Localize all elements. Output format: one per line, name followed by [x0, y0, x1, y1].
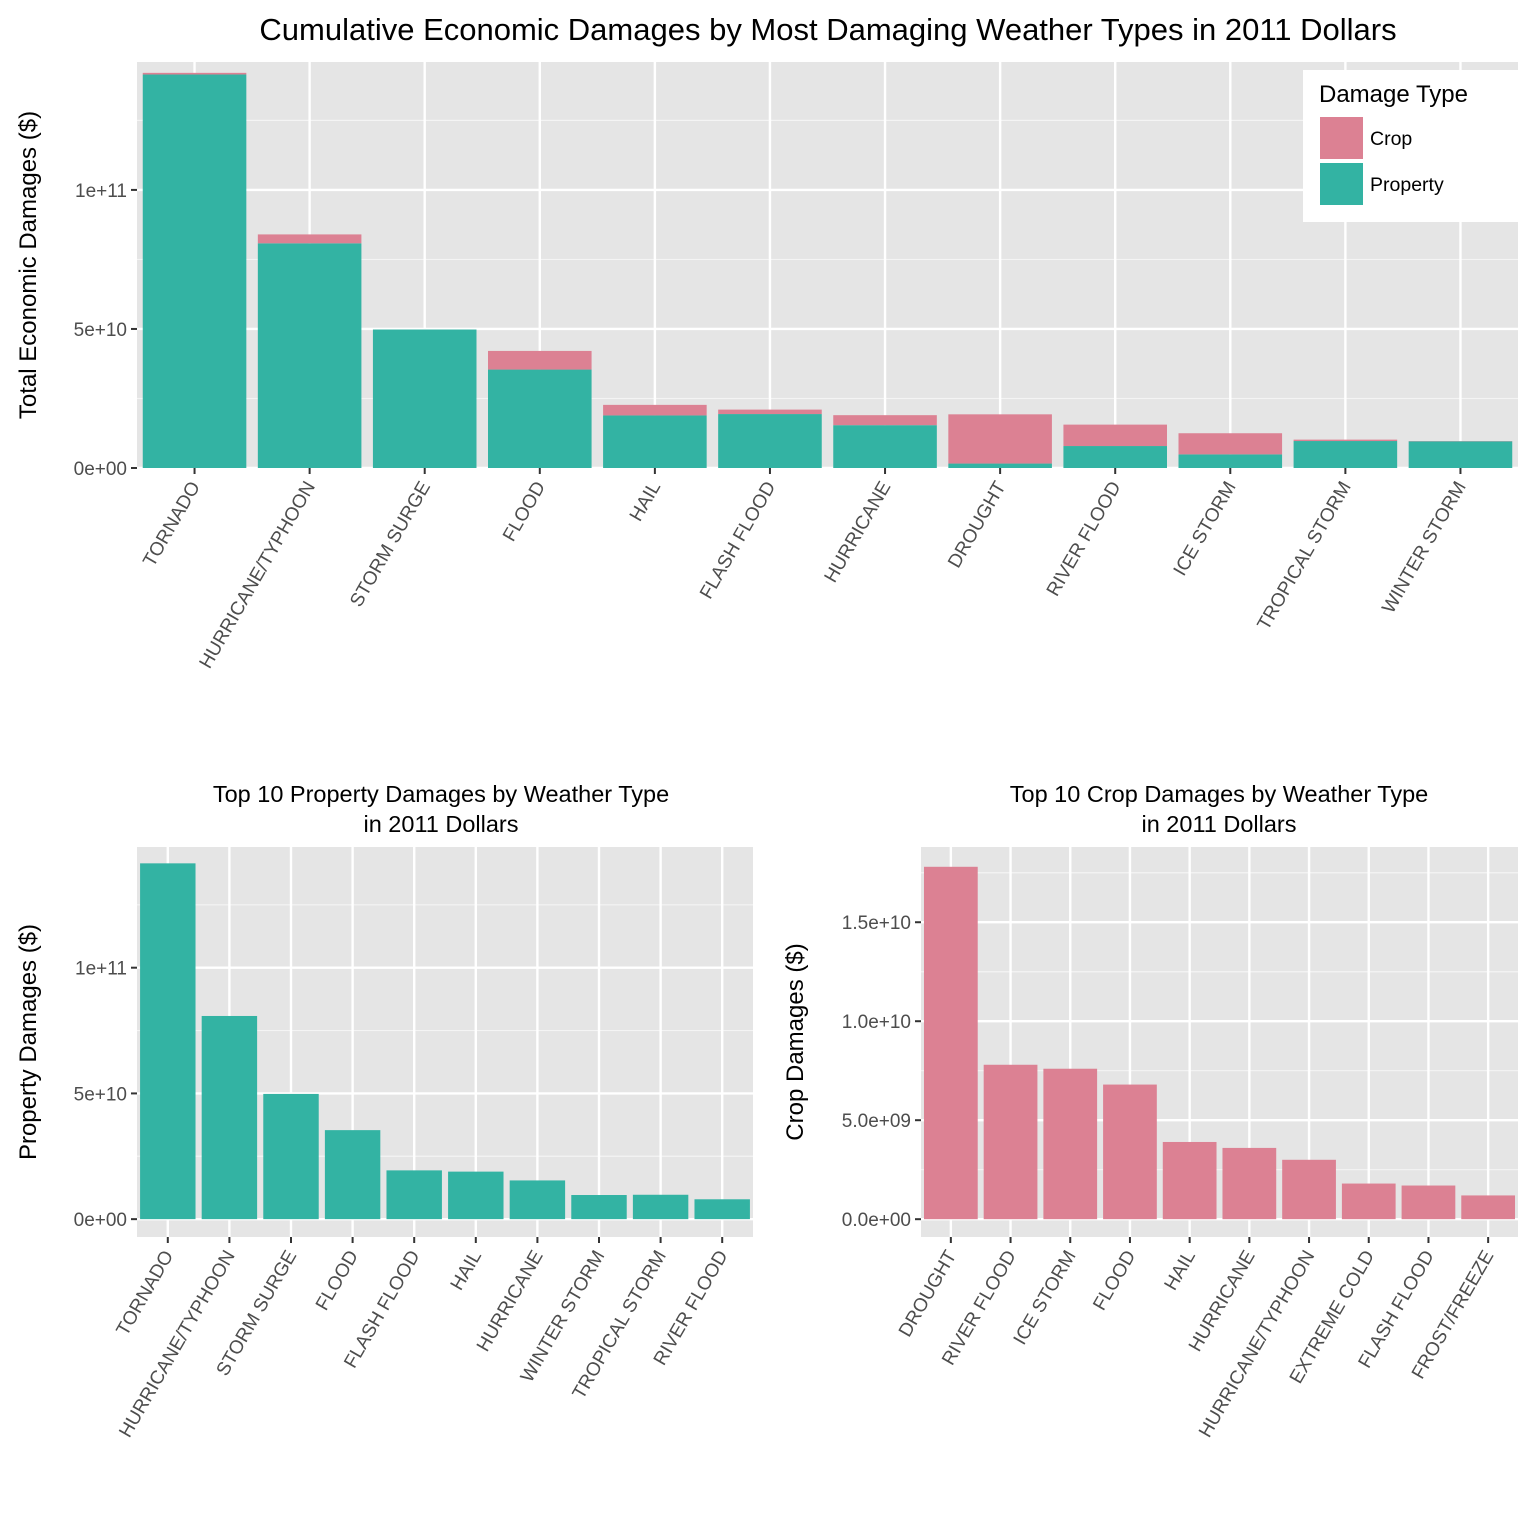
x-tick-label: HURRICANE — [473, 1247, 548, 1355]
bar — [1103, 1084, 1157, 1220]
x-tick-label: TORNADO — [113, 1247, 179, 1339]
bar — [632, 1194, 689, 1220]
bar-crop — [718, 409, 822, 415]
bar-property — [142, 74, 247, 468]
x-tick-label: TROPICAL STORM — [1254, 478, 1356, 634]
chart-title-line: in 2011 Dollars — [363, 811, 518, 837]
bar — [201, 1015, 258, 1220]
chart-title: Top 10 Crop Damages by Weather Type — [1010, 781, 1428, 807]
bar-property — [833, 425, 937, 468]
x-tick-label: STORM SURGE — [346, 478, 435, 611]
y-tick-label: 1e+11 — [75, 181, 127, 202]
y-tick-label: 1.0e+10 — [842, 1012, 911, 1033]
bar-property — [1293, 441, 1398, 468]
bar — [983, 1064, 1038, 1220]
bar — [386, 1170, 442, 1220]
bar — [509, 1180, 566, 1220]
y-axis-title: Total Economic Damages ($) — [15, 111, 42, 419]
bar — [1401, 1185, 1456, 1220]
bar — [263, 1093, 319, 1220]
bar — [1162, 1141, 1217, 1220]
bar — [694, 1199, 750, 1220]
legend-label: Crop — [1370, 128, 1412, 150]
x-tick-label: HAIL — [626, 478, 665, 525]
bar-property — [257, 243, 362, 468]
y-tick-label: 5.0e+09 — [842, 1111, 911, 1132]
bar-property — [718, 414, 822, 468]
crop-damages-chart: 0.0e+005.0e+091.0e+101.5e+10DROUGHTRIVER… — [782, 781, 1518, 1441]
bar-property — [603, 415, 707, 468]
y-tick-label: 1.5e+10 — [842, 913, 911, 934]
chart-title-line: in 2011 Dollars — [1141, 811, 1296, 837]
bar-property — [1063, 446, 1167, 468]
x-tick-label: ICE STORM — [1170, 478, 1241, 580]
x-tick-label: HURRICANE/TYPHOON — [196, 478, 320, 672]
bar-crop — [257, 234, 362, 244]
bar-crop — [1293, 439, 1398, 442]
x-tick-label: FLOOD — [499, 478, 550, 545]
bar-property — [1178, 454, 1283, 468]
bar — [1043, 1068, 1098, 1220]
legend: Damage Type Crop Property — [1303, 70, 1518, 222]
x-tick-label: DROUGHT — [895, 1247, 961, 1341]
y-tick-label: 5e+10 — [74, 1084, 127, 1105]
x-tick-label: FLOOD — [1089, 1247, 1140, 1314]
legend-title: Damage Type — [1319, 81, 1468, 108]
x-tick-label: RIVER FLOOD — [1043, 478, 1126, 600]
bar-property — [948, 463, 1052, 468]
chart-title: Top 10 Property Damages by Weather Type — [213, 781, 669, 807]
bar-crop — [1063, 424, 1167, 447]
bar — [448, 1171, 504, 1220]
bar — [1282, 1159, 1336, 1220]
bar-crop — [488, 350, 592, 370]
chart-title: Cumulative Economic Damages by Most Dama… — [259, 12, 1396, 47]
bar-property — [488, 369, 592, 468]
bar — [1222, 1147, 1277, 1220]
x-tick-label: ICE STORM — [1010, 1247, 1081, 1349]
bar-property — [372, 329, 477, 468]
x-tick-label: HURRICANE/TYPHOON — [1195, 1247, 1319, 1441]
y-tick-label: 0e+00 — [74, 1210, 127, 1231]
bar-crop — [948, 414, 1052, 464]
legend-key-property — [1320, 163, 1363, 205]
bar-crop — [603, 404, 707, 416]
bar — [571, 1195, 627, 1220]
y-axis-title: Property Damages ($) — [15, 924, 42, 1160]
legend-key-crop — [1320, 117, 1363, 159]
x-tick-label: HURRICANE/TYPHOON — [115, 1247, 239, 1441]
bar — [140, 863, 196, 1220]
bar-crop — [1178, 433, 1283, 455]
y-axis-title: Crop Damages ($) — [782, 943, 809, 1140]
y-tick-label: 0e+00 — [74, 459, 127, 480]
bar — [324, 1130, 381, 1220]
x-tick-label: FLOOD — [312, 1247, 363, 1314]
x-tick-label: TORNADO — [139, 478, 205, 570]
bar — [1341, 1183, 1396, 1220]
property-damages-chart: 0e+005e+101e+11TORNADOHURRICANE/TYPHOONS… — [15, 781, 753, 1441]
x-tick-label: HURRICANE — [821, 478, 896, 586]
y-tick-label: 5e+10 — [74, 320, 127, 341]
x-tick-label: WINTER STORM — [1378, 478, 1470, 617]
y-tick-label: 1e+11 — [75, 959, 127, 980]
legend-label: Property — [1370, 174, 1444, 196]
plot-background — [137, 62, 1518, 468]
x-tick-label: FLASH FLOOD — [696, 478, 780, 603]
bar-crop — [833, 415, 937, 426]
bar — [923, 866, 978, 1220]
bar — [1461, 1195, 1516, 1220]
x-tick-label: DROUGHT — [944, 478, 1010, 572]
y-tick-label: 0.0e+00 — [842, 1210, 911, 1231]
bar-crop — [142, 72, 247, 75]
bar-property — [1408, 441, 1513, 468]
x-tick-label: HAIL — [447, 1247, 486, 1294]
x-tick-label: HAIL — [1161, 1247, 1200, 1294]
